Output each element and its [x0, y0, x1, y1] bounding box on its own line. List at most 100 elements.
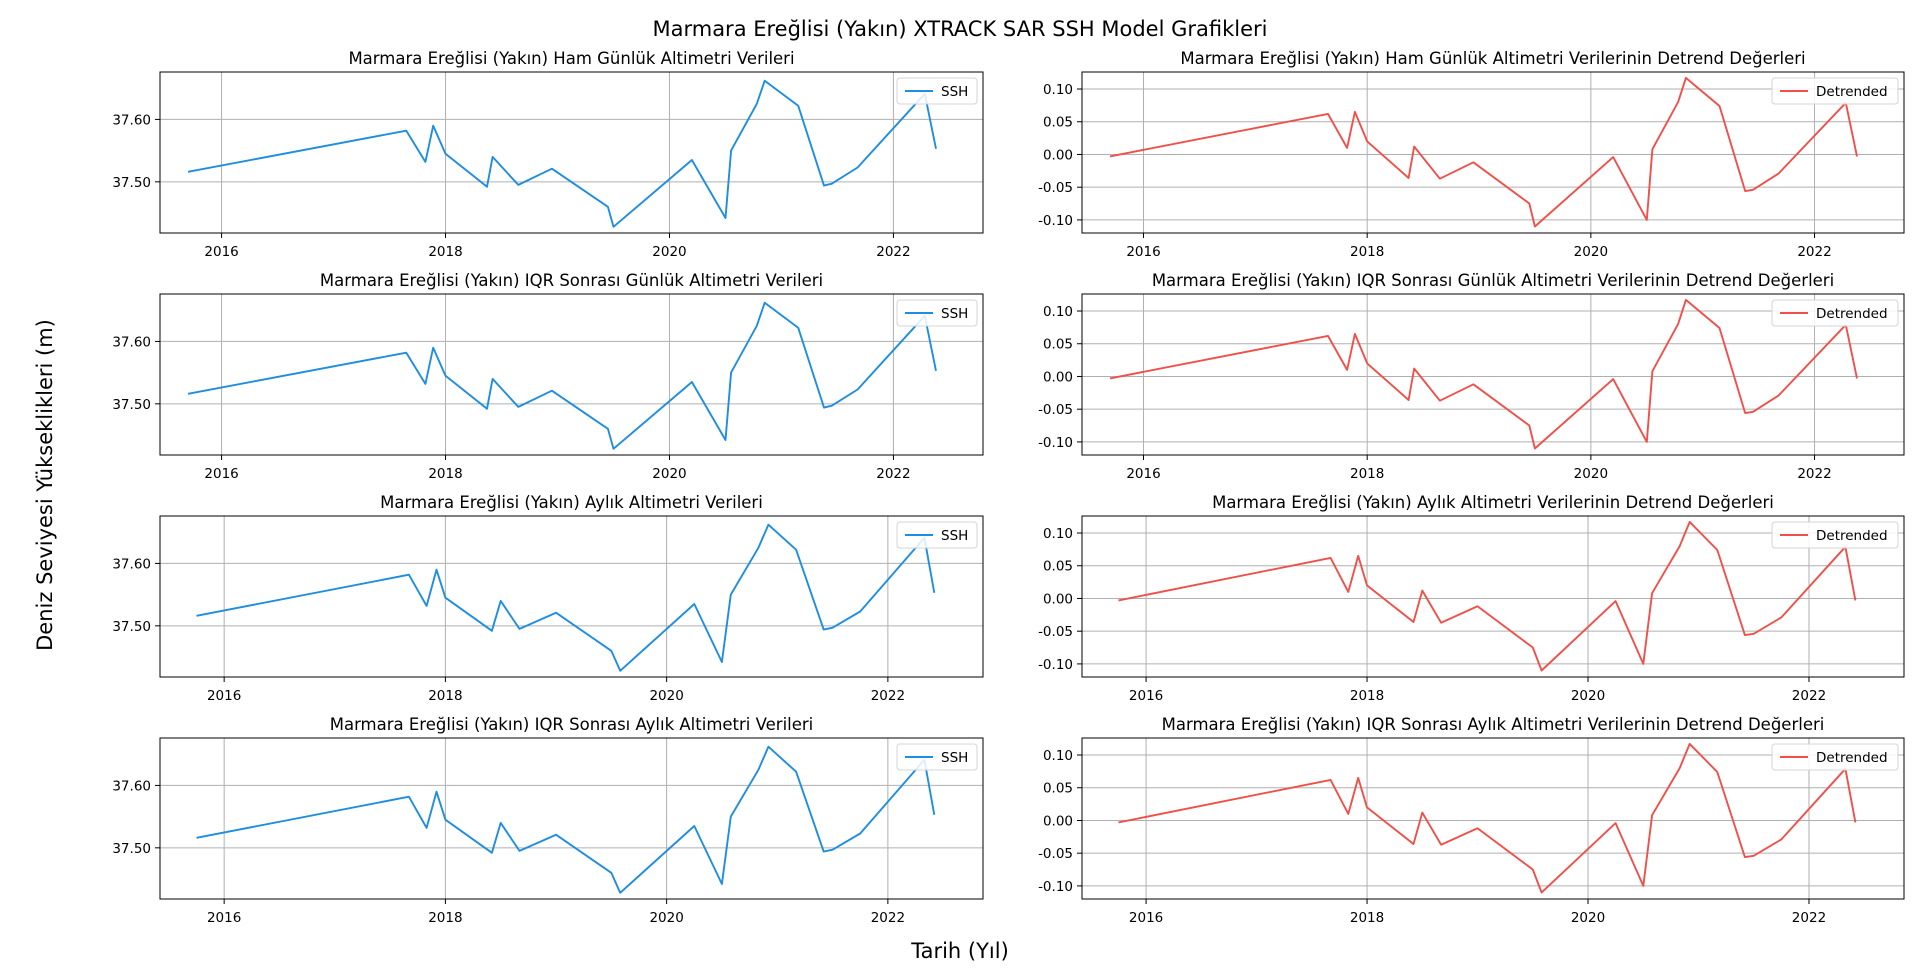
y-tick-label: 37.60 — [112, 112, 151, 128]
subplot-8: Marmara Ereğlisi (Yakın) IQR Sonrası Ayl… — [1038, 715, 1905, 926]
axes-frame — [159, 293, 984, 456]
y-tick-label: -0.05 — [1038, 846, 1073, 862]
x-tick-label: 2020 — [649, 910, 683, 926]
figure-supylabel: Deniz Seviyesi Yükseklikleri (m) — [33, 319, 57, 651]
series-line-ssh — [196, 523, 936, 672]
legend-label: Detrended — [1816, 306, 1888, 322]
subplot-title: Marmara Ereğlisi (Yakın) IQR Sonrası Gün… — [1152, 271, 1834, 290]
y-tick-label: 37.50 — [112, 841, 151, 857]
x-tick-label: 2016 — [1126, 466, 1160, 482]
y-tick-label: 0.10 — [1043, 304, 1073, 320]
y-tick-label: -0.10 — [1038, 213, 1073, 229]
x-tick-label: 2016 — [204, 466, 238, 482]
y-tick-label: -0.10 — [1038, 879, 1073, 895]
legend: Detrended — [1771, 521, 1899, 549]
legend: SSH — [896, 299, 978, 327]
subplot-1: Marmara Ereğlisi (Yakın) Ham Günlük Alti… — [112, 49, 984, 260]
x-tick-label: 2018 — [1350, 688, 1384, 704]
x-tick-label: 2020 — [1574, 244, 1608, 260]
y-tick-label: 0.05 — [1043, 781, 1073, 797]
x-tick-label: 2020 — [1571, 688, 1605, 704]
legend: SSH — [896, 743, 978, 771]
legend-box — [1771, 77, 1899, 105]
x-tick-label: 2020 — [652, 244, 686, 260]
series-line-detrended — [1109, 76, 1858, 228]
subplot-2: Marmara Ereğlisi (Yakın) Ham Günlük Alti… — [1038, 49, 1905, 260]
y-tick-label: -0.05 — [1038, 402, 1073, 418]
x-tick-label: 2022 — [1797, 466, 1831, 482]
legend-label: SSH — [941, 528, 968, 544]
axes-frame — [159, 71, 984, 234]
y-tick-label: 37.50 — [112, 175, 151, 191]
series-line-detrended — [1109, 298, 1858, 450]
figure-suptitle: Marmara Ereğlisi (Yakın) XTRACK SAR SSH … — [652, 17, 1267, 41]
x-tick-label: 2022 — [876, 244, 910, 260]
series-line-ssh — [187, 79, 937, 228]
x-tick-label: 2020 — [649, 688, 683, 704]
y-tick-label: -0.10 — [1038, 657, 1073, 673]
subplot-title: Marmara Ereğlisi (Yakın) Aylık Altimetri… — [1212, 493, 1774, 512]
subplot-3: Marmara Ereğlisi (Yakın) IQR Sonrası Gün… — [112, 271, 984, 482]
x-tick-label: 2018 — [428, 244, 462, 260]
x-tick-label: 2020 — [652, 466, 686, 482]
subplot-title: Marmara Ereğlisi (Yakın) IQR Sonrası Gün… — [320, 271, 823, 290]
subplot-6: Marmara Ereğlisi (Yakın) Aylık Altimetri… — [1038, 493, 1905, 704]
y-tick-label: 0.00 — [1043, 591, 1073, 607]
axes-frame — [1081, 737, 1905, 900]
legend: Detrended — [1771, 77, 1899, 105]
y-tick-label: 37.50 — [112, 397, 151, 413]
legend-label: Detrended — [1816, 84, 1888, 100]
series-line-ssh — [196, 745, 936, 894]
y-tick-label: 0.10 — [1043, 748, 1073, 764]
x-tick-label: 2022 — [871, 688, 905, 704]
subplot-title: Marmara Ereğlisi (Yakın) IQR Sonrası Ayl… — [1162, 715, 1825, 734]
x-tick-label: 2018 — [1350, 910, 1384, 926]
subplot-title: Marmara Ereğlisi (Yakın) IQR Sonrası Ayl… — [330, 715, 814, 734]
x-tick-label: 2018 — [1350, 244, 1384, 260]
y-tick-label: 37.60 — [112, 334, 151, 350]
x-tick-label: 2016 — [204, 244, 238, 260]
y-tick-label: -0.10 — [1038, 435, 1073, 451]
legend-box — [1771, 299, 1899, 327]
x-tick-label: 2022 — [1792, 910, 1826, 926]
y-tick-label: 0.05 — [1043, 115, 1073, 131]
axes-frame — [1081, 71, 1905, 234]
legend-box — [896, 743, 978, 771]
subplot-4: Marmara Ereğlisi (Yakın) IQR Sonrası Gün… — [1038, 271, 1905, 482]
x-tick-label: 2018 — [428, 688, 462, 704]
legend-label: SSH — [941, 84, 968, 100]
x-tick-label: 2016 — [1129, 910, 1163, 926]
x-tick-label: 2020 — [1571, 910, 1605, 926]
y-tick-label: 37.60 — [112, 556, 151, 572]
y-tick-label: 0.05 — [1043, 337, 1073, 353]
subplot-title: Marmara Ereğlisi (Yakın) Aylık Altimetri… — [380, 493, 763, 512]
x-tick-label: 2018 — [428, 466, 462, 482]
y-tick-label: -0.05 — [1038, 180, 1073, 196]
subplots-grid: Marmara Ereğlisi (Yakın) Ham Günlük Alti… — [112, 49, 1905, 926]
legend-box — [1771, 521, 1899, 549]
x-tick-label: 2016 — [207, 910, 241, 926]
y-tick-label: 0.05 — [1043, 559, 1073, 575]
y-tick-label: 0.00 — [1043, 369, 1073, 385]
legend-label: Detrended — [1816, 528, 1888, 544]
y-tick-label: 0.10 — [1043, 82, 1073, 98]
series-line-detrended — [1118, 520, 1857, 672]
x-tick-label: 2016 — [207, 688, 241, 704]
legend-label: Detrended — [1816, 750, 1888, 766]
legend-box — [896, 521, 978, 549]
axes-frame — [1081, 293, 1905, 456]
legend-box — [896, 77, 978, 105]
legend-box — [896, 299, 978, 327]
subplot-title: Marmara Ereğlisi (Yakın) Ham Günlük Alti… — [348, 49, 794, 68]
legend: Detrended — [1771, 299, 1899, 327]
y-tick-label: 37.60 — [112, 778, 151, 794]
x-tick-label: 2020 — [1574, 466, 1608, 482]
x-tick-label: 2016 — [1129, 688, 1163, 704]
x-tick-label: 2022 — [1792, 688, 1826, 704]
x-tick-label: 2018 — [1350, 466, 1384, 482]
series-line-ssh — [187, 301, 937, 450]
x-tick-label: 2022 — [1797, 244, 1831, 260]
legend: Detrended — [1771, 743, 1899, 771]
